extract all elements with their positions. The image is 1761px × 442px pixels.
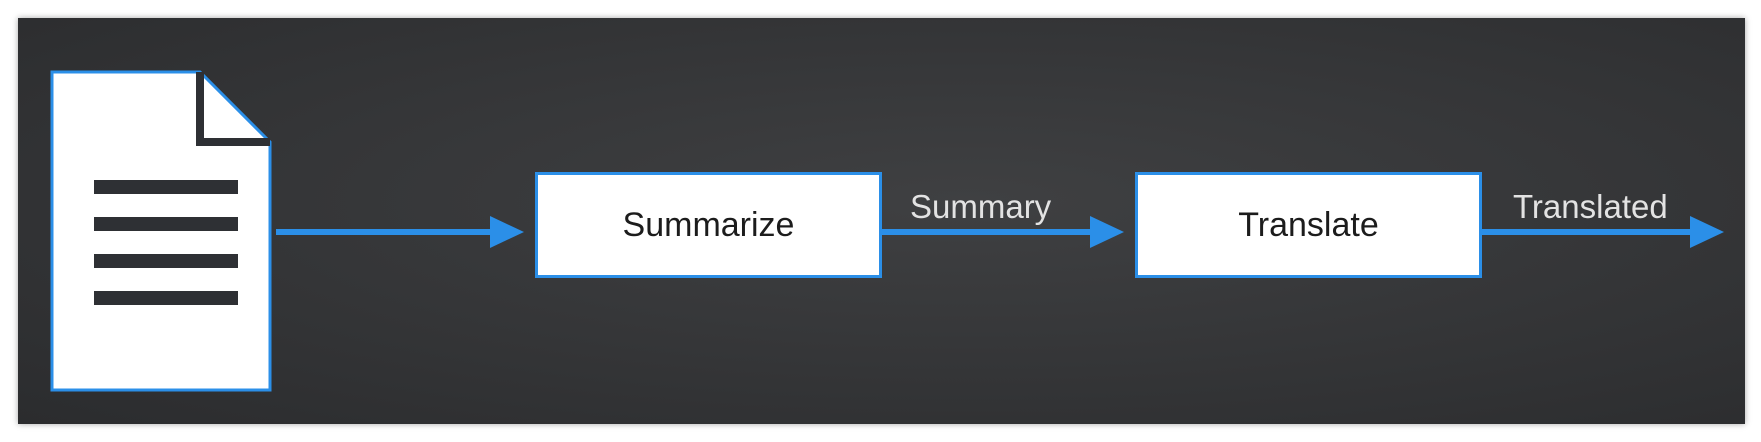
diagram-canvas: Summarize Translate Summary Translated	[18, 18, 1745, 424]
document-icon	[50, 70, 272, 392]
edge-label-translated: Translated	[1513, 188, 1668, 225]
arrow-document-to-summarize	[276, 216, 524, 248]
translate-step-box: Translate	[1135, 172, 1482, 278]
summarize-step-label: Summarize	[622, 205, 795, 244]
document-line	[94, 254, 238, 268]
translate-step-label: Translate	[1238, 205, 1379, 244]
document-line	[94, 217, 238, 231]
summarize-step-box: Summarize	[535, 172, 882, 278]
arrow-summarize-to-translate	[875, 216, 1124, 248]
arrow-translate-to-output	[1476, 216, 1724, 248]
diagram-svg	[50, 70, 1724, 392]
document-line	[94, 291, 238, 305]
edge-label-summary: Summary	[910, 188, 1052, 225]
document-line	[94, 180, 238, 194]
